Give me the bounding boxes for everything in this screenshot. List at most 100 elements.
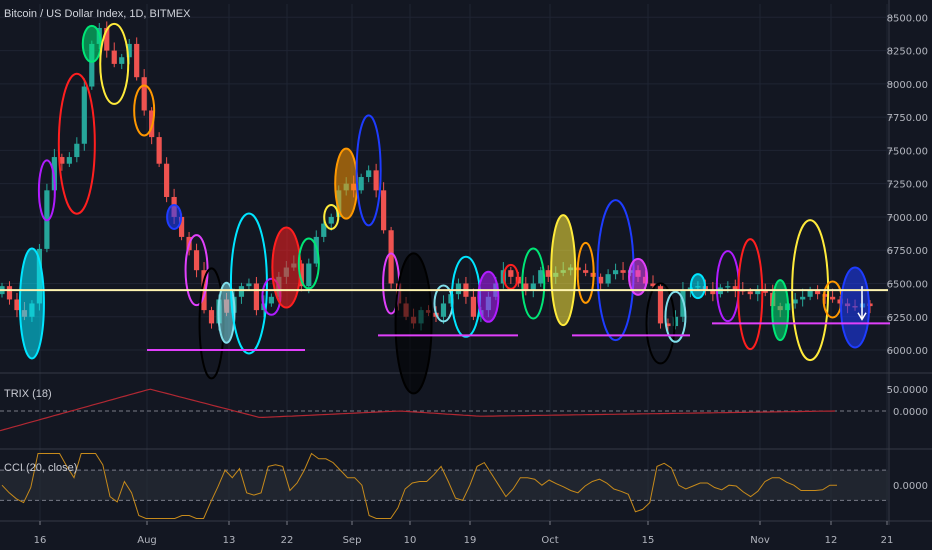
candle-body	[6, 286, 13, 300]
candle-body	[545, 270, 551, 277]
candle-body	[800, 296, 806, 300]
candle-body	[74, 143, 80, 158]
candle-body	[470, 296, 477, 317]
y-tick-label: 7750.00	[887, 113, 928, 124]
candle-body	[508, 270, 514, 277]
highlight-ellipse	[840, 266, 871, 349]
candle-body	[358, 177, 364, 191]
highlight-ellipse	[323, 203, 340, 230]
candle-body	[455, 283, 462, 295]
candle-body	[792, 299, 798, 304]
y-tick-label: 6750.00	[887, 246, 928, 257]
x-tick-label: Sep	[343, 535, 362, 546]
candle-body	[89, 43, 95, 87]
x-tick-label: 10	[404, 535, 417, 546]
candle-body	[710, 290, 716, 295]
candle-body	[583, 270, 589, 273]
candle-body	[156, 137, 162, 164]
y-tick-label: 6250.00	[887, 313, 928, 324]
y-tick-label: 6500.00	[887, 279, 928, 290]
candle-body	[193, 250, 200, 271]
cci-line	[1, 452, 837, 519]
highlight-ellipse	[334, 147, 359, 220]
highlight-ellipse	[229, 212, 268, 355]
y-tick-label: 7500.00	[887, 146, 928, 157]
candle-body	[178, 216, 185, 237]
candle-body	[755, 290, 761, 295]
candle-body	[134, 43, 140, 78]
candle-body	[208, 310, 215, 324]
highlight-ellipse	[502, 263, 519, 290]
candle-body	[104, 27, 110, 51]
chart-title: Bitcoin / US Dollar Index, 1D, BITMEX	[4, 8, 191, 20]
highlight-ellipse	[297, 237, 320, 290]
candle-body	[665, 323, 671, 327]
candle-body	[732, 286, 738, 291]
candle-body	[328, 216, 334, 224]
candle-body	[119, 57, 125, 64]
candle-body	[612, 270, 619, 275]
time-axis: 16 Aug 13 22 Sep 10 19 Oct 15 Nov 12 21	[34, 521, 894, 546]
candle-body	[530, 283, 536, 291]
candle-body	[815, 290, 821, 295]
highlight-ellipse	[664, 290, 687, 343]
price-axis: 8500.00 8250.00 8000.00 7750.00 7500.00 7250.…	[887, 13, 928, 357]
highlight-ellipse	[689, 273, 706, 300]
cci-label: CCI (20, close)	[4, 462, 78, 474]
highlight-ellipse	[550, 214, 577, 327]
trix-tick-label: 0.0000	[893, 407, 928, 418]
highlight-ellipse	[737, 238, 764, 351]
candle-body	[381, 190, 387, 231]
x-tick-label: 21	[881, 535, 894, 546]
highlight-ellipse	[355, 114, 382, 227]
y-tick-label: 8000.00	[887, 80, 928, 91]
candle-body	[126, 43, 132, 58]
cci-band	[0, 470, 888, 501]
candle-body	[598, 276, 604, 284]
candle-body	[762, 290, 768, 293]
x-tick-label: Aug	[137, 535, 157, 546]
candle-body	[388, 230, 394, 284]
highlight-ellipse	[394, 252, 433, 395]
candle-body	[164, 163, 170, 197]
candle-body	[373, 170, 379, 191]
candle-body	[306, 263, 312, 287]
highlight-ellipse	[133, 84, 156, 137]
candle-body	[822, 294, 828, 297]
cci-tick-label: 0.0000	[893, 481, 928, 492]
highlight-ellipse	[37, 159, 56, 222]
x-tick-label: 12	[825, 535, 838, 546]
x-tick-label: 16	[34, 535, 47, 546]
candle-body	[66, 157, 72, 164]
x-tick-label: 13	[223, 535, 236, 546]
annotation-lines	[0, 286, 890, 352]
candle-body	[747, 291, 753, 295]
candle-body	[440, 303, 447, 317]
highlight-ellipse	[18, 247, 45, 360]
highlight-ellipse	[645, 282, 676, 365]
y-tick-label: 8500.00	[887, 13, 928, 24]
highlight-ellipse	[57, 72, 96, 215]
candle-body	[141, 77, 147, 111]
highlight-ellipse	[771, 279, 790, 342]
candle-body	[321, 223, 327, 237]
down-arrow-head-icon	[857, 312, 867, 321]
highlight-ellipse	[521, 247, 546, 320]
trix-label: TRIX (18)	[4, 388, 52, 400]
indicator-panes: 50.0000 0.0000 0.0000	[0, 385, 928, 519]
highlight-ellipse	[81, 24, 102, 63]
candle-body	[807, 290, 813, 297]
candle-body	[620, 270, 626, 273]
highlight-ellipse	[477, 270, 500, 323]
x-tick-label: 22	[281, 535, 294, 546]
candle-body	[59, 157, 65, 164]
highlight-ellipse	[166, 203, 183, 230]
candle-body	[650, 283, 656, 287]
highlight-ellipse	[576, 241, 595, 304]
candle-body	[605, 274, 611, 284]
y-tick-label: 6000.00	[887, 346, 928, 357]
candle-body	[725, 286, 731, 288]
candle-body	[829, 296, 836, 300]
trix-line	[0, 388, 836, 432]
